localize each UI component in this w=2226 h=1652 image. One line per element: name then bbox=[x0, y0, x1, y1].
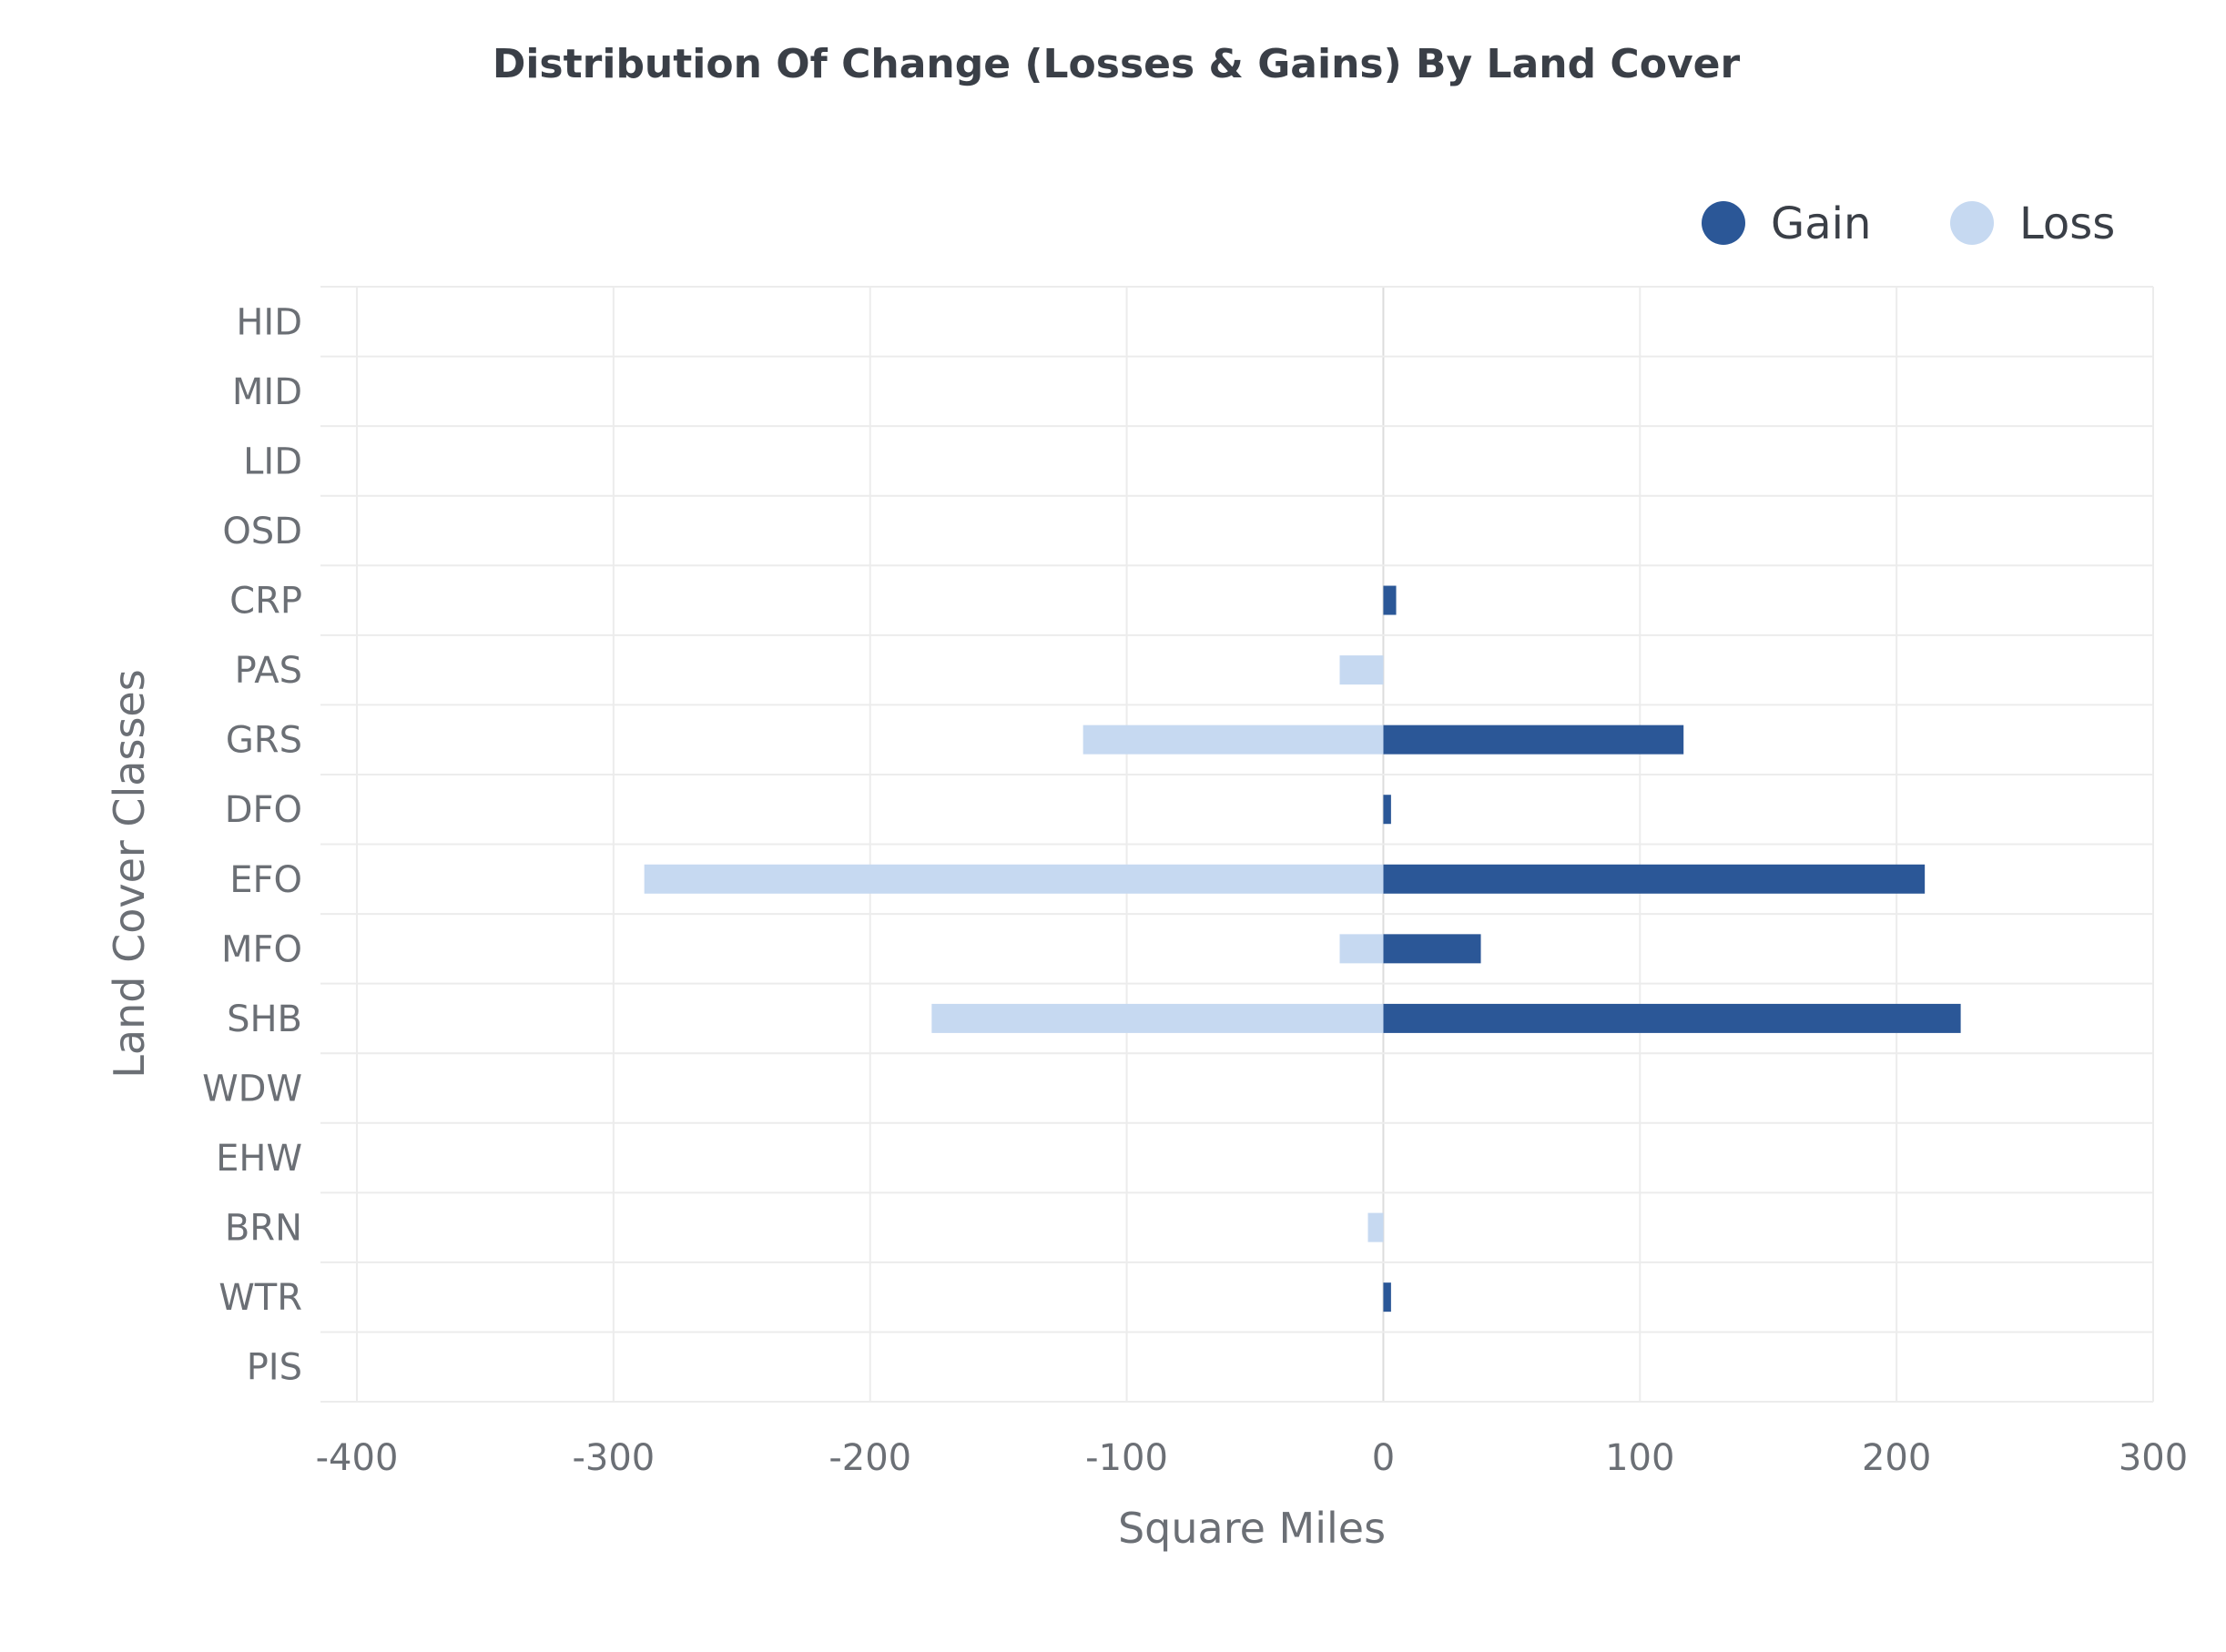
y-tick-label: OSD bbox=[222, 511, 302, 552]
gain-bar-grs[interactable] bbox=[1383, 725, 1684, 755]
y-tick-label: WDW bbox=[202, 1068, 302, 1110]
y-tick-label: HID bbox=[236, 301, 302, 343]
y-tick-label: EFO bbox=[229, 859, 302, 901]
bars bbox=[644, 585, 1961, 1312]
loss-bar-pas[interactable] bbox=[1339, 655, 1384, 685]
y-tick-label: PAS bbox=[235, 650, 302, 692]
y-axis-ticks: HID MID LID OSD CRP PAS GRS DFO EFO MFO SHB WDW EHW B… bbox=[202, 301, 302, 1388]
x-tick-label: -400 bbox=[316, 1437, 399, 1479]
loss-bar-grs[interactable] bbox=[1083, 725, 1384, 755]
gain-bar-crp[interactable] bbox=[1383, 585, 1397, 615]
legend-swatch-gain bbox=[1702, 201, 1745, 245]
loss-bar-brn[interactable] bbox=[1367, 1212, 1384, 1242]
y-tick-label: BRN bbox=[225, 1208, 302, 1250]
x-tick-label: 0 bbox=[1372, 1437, 1395, 1479]
x-tick-label: -300 bbox=[572, 1437, 655, 1479]
x-axis-ticks: -400 -300 -200 -100 0 100 200 300 bbox=[316, 1437, 2189, 1479]
loss-bar-efo[interactable] bbox=[644, 864, 1384, 894]
legend[interactable]: Gain Loss bbox=[1702, 198, 2115, 249]
legend-label-gain: Gain bbox=[1771, 198, 1871, 249]
y-tick-label: DFO bbox=[225, 789, 302, 831]
y-tick-label: PIS bbox=[247, 1347, 302, 1389]
x-tick-label: -100 bbox=[1085, 1437, 1168, 1479]
gain-bar-wtr[interactable] bbox=[1383, 1282, 1391, 1312]
y-tick-label: LID bbox=[243, 441, 302, 482]
gain-bar-shb[interactable] bbox=[1383, 1003, 1961, 1033]
gain-bar-dfo[interactable] bbox=[1383, 795, 1391, 825]
y-tick-label: MID bbox=[232, 371, 302, 413]
legend-item-loss[interactable]: Loss bbox=[1950, 198, 2115, 249]
y-tick-label: MFO bbox=[221, 928, 302, 970]
y-tick-label: SHB bbox=[227, 998, 302, 1040]
x-axis-title: Square Miles bbox=[1118, 1504, 1386, 1553]
x-tick-label: 200 bbox=[1862, 1437, 1931, 1479]
x-tick-label: 100 bbox=[1605, 1437, 1674, 1479]
y-axis-title: Land Cover Classes bbox=[105, 669, 154, 1078]
loss-bar-shb[interactable] bbox=[931, 1003, 1384, 1033]
gain-bar-efo[interactable] bbox=[1383, 864, 1926, 894]
x-tick-label: 300 bbox=[2119, 1437, 2188, 1479]
y-tick-label: GRS bbox=[226, 720, 302, 762]
y-tick-label: CRP bbox=[229, 581, 302, 623]
grid bbox=[320, 286, 2154, 1403]
legend-swatch-loss bbox=[1950, 201, 1994, 245]
loss-bar-mfo[interactable] bbox=[1339, 934, 1384, 964]
legend-label-loss: Loss bbox=[2019, 198, 2115, 249]
legend-item-gain[interactable]: Gain bbox=[1702, 198, 1871, 249]
chart-title: Distribution Of Change (Losses & Gains) … bbox=[493, 41, 1741, 87]
x-tick-label: -200 bbox=[828, 1437, 911, 1479]
gain-bar-mfo[interactable] bbox=[1383, 934, 1481, 964]
y-tick-label: WTR bbox=[219, 1277, 302, 1319]
y-tick-label: EHW bbox=[216, 1138, 302, 1180]
